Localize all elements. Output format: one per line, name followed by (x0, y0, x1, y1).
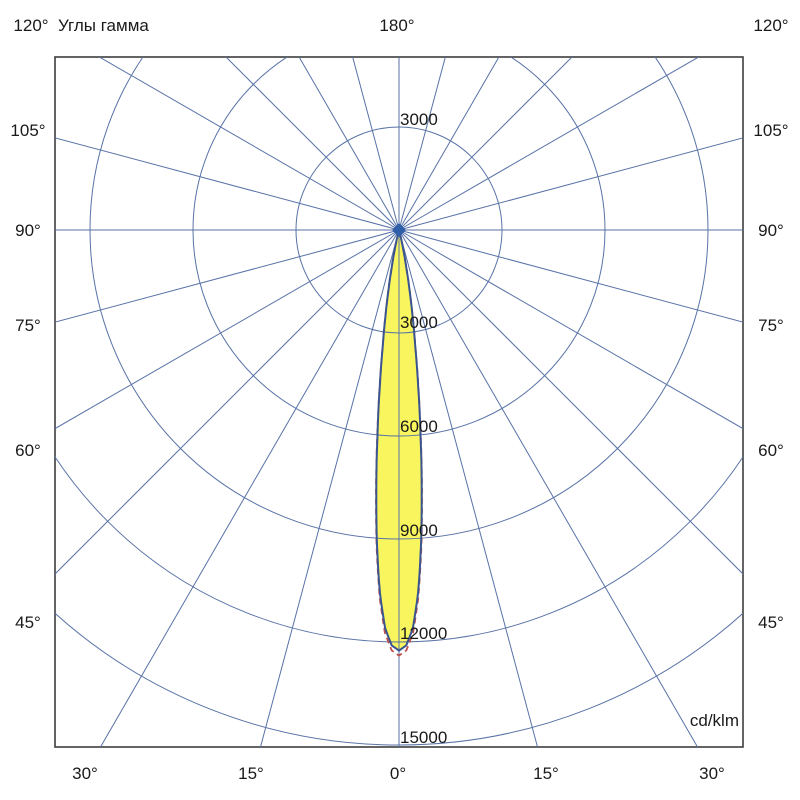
angle-label-bottom-3-15deg: 15° (533, 764, 559, 783)
grid-radial-105 (398, 137, 743, 231)
angle-label-top-right: 120° (753, 16, 789, 35)
grid-radial-60 (398, 229, 743, 430)
grid-radial-225 (225, 57, 400, 231)
angle-label-bottom-0-30deg: 30° (72, 764, 98, 783)
grid-radial-255 (55, 137, 400, 231)
ring-label-3000: 3000 (400, 313, 438, 332)
angle-label-left-45deg: 45° (15, 613, 41, 632)
angle-label-top-left: 120° (13, 16, 49, 35)
units-label: cd/klm (689, 711, 739, 730)
angle-label-right-90deg: 90° (758, 221, 784, 240)
angle-label-right-60deg: 60° (758, 441, 784, 460)
angle-label-top-center: 180° (379, 16, 415, 35)
angle-label-left-75deg: 75° (15, 316, 41, 335)
angle-label-right-45deg: 45° (758, 613, 784, 632)
grid-radial-330 (99, 229, 400, 747)
grid-radial-120 (398, 57, 700, 231)
grid-radial-300 (55, 229, 400, 430)
ring-label-above-3000: 3000 (400, 110, 438, 129)
grid-radial-315 (55, 229, 400, 575)
angle-label-bottom-2-0deg: 0° (390, 764, 406, 783)
ring-label-12000: 12000 (400, 624, 447, 643)
grid-radial-75 (398, 229, 743, 323)
chart-title: Углы гамма (58, 16, 149, 35)
grid-radial-30 (398, 229, 699, 747)
grid-radial-45 (398, 229, 743, 575)
grid-radial-165 (398, 57, 446, 231)
ring-label-9000: 9000 (400, 521, 438, 540)
ring-label-6000: 6000 (400, 417, 438, 436)
grid-radial-150 (398, 57, 500, 231)
grid-radial-240 (98, 57, 400, 231)
angle-label-right-105deg: 105° (753, 121, 788, 140)
grid-radial-345 (259, 229, 400, 747)
angle-label-left-90deg: 90° (15, 221, 41, 240)
grid-radial-210 (298, 57, 400, 231)
intensity-curve-c90 (375, 229, 423, 657)
angle-label-right-75deg: 75° (758, 316, 784, 335)
grid-radial-15 (398, 229, 539, 747)
angle-label-left-60deg: 60° (15, 441, 41, 460)
center-marker (392, 223, 406, 237)
grid-radial-135 (398, 57, 573, 231)
intensity-curve-c0 (375, 229, 423, 652)
angle-label-left-105deg: 105° (10, 121, 45, 140)
angle-label-bottom-4-30deg: 30° (699, 764, 725, 783)
grid-radial-195 (352, 57, 400, 231)
grid-radial-285 (55, 229, 400, 323)
angle-label-bottom-1-15deg: 15° (238, 764, 264, 783)
ring-label-15000: 15000 (400, 728, 447, 747)
